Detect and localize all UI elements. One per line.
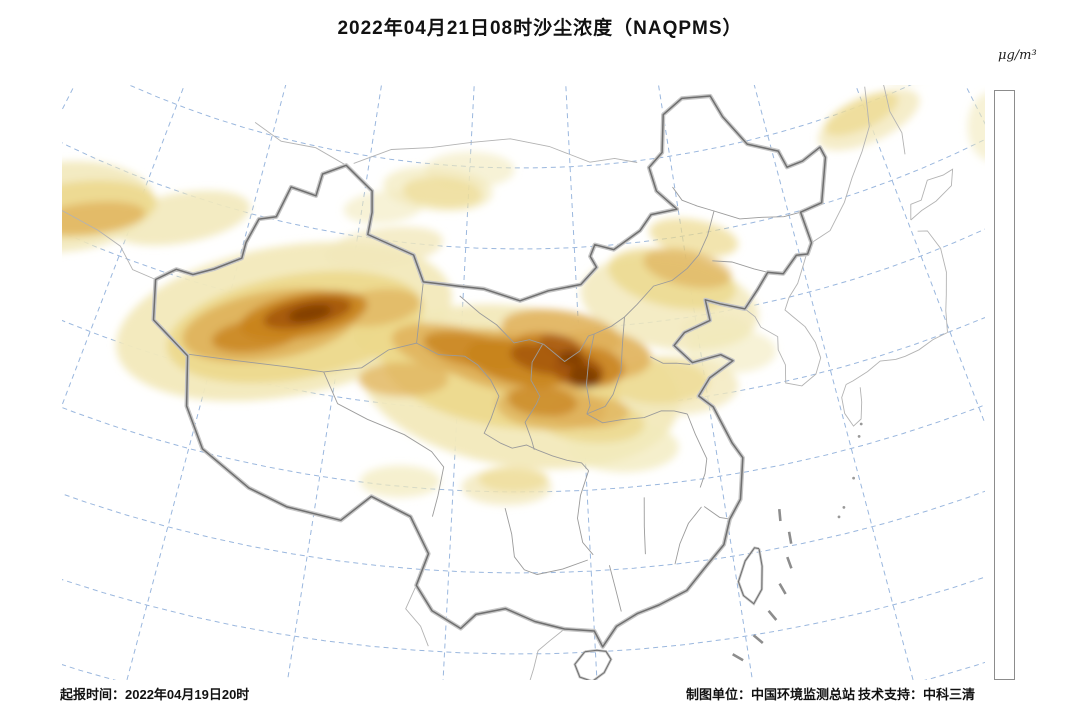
island-outline: [737, 547, 763, 605]
footer-init-time: 起报时间：2022年04月19日20时: [60, 687, 250, 702]
neighbor-borders: [62, 85, 954, 680]
page-title: 2022年04月21日08时沙尘浓度（NAQPMS）: [337, 18, 743, 39]
china-border: [152, 95, 827, 648]
colorbar: [994, 90, 1015, 680]
small-island-dot: [859, 422, 863, 426]
dust-layer: [62, 89, 985, 506]
small-island-dot: [842, 506, 846, 509]
colorbar-labels: [1021, 0, 1079, 720]
colorbar-unit-label: μg/m³: [998, 48, 1037, 63]
footer-tech-support: 技术支持：中科三清: [858, 687, 976, 702]
small-island-dot: [857, 435, 861, 438]
maritime-dash-line: [732, 508, 793, 662]
island-outline: [574, 649, 612, 680]
small-island-dot: [852, 476, 855, 480]
small-island-dot: [837, 515, 841, 519]
province-borders: [187, 186, 801, 612]
footer-producer: 制图单位：中国环境监测总站: [686, 687, 856, 702]
